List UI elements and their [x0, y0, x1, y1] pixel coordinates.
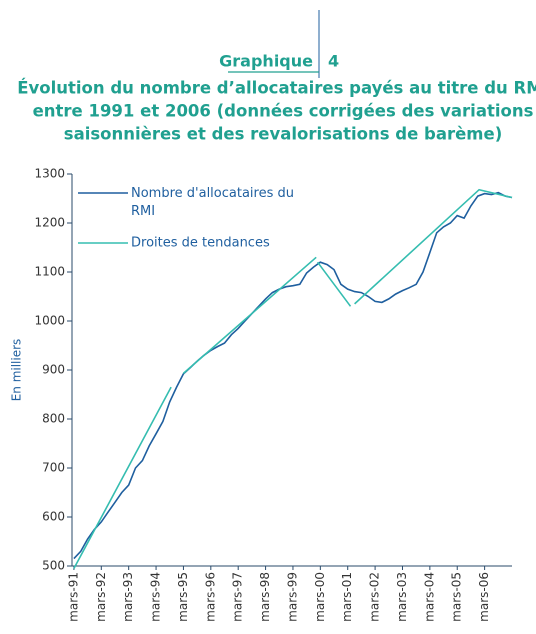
legend-label: Nombre d'allocataires du RMI [131, 186, 294, 219]
data-line [73, 191, 513, 560]
y-tick-label: 900 [42, 363, 65, 377]
x-tick-label: mars-95 [176, 572, 190, 622]
y-tick-label: 800 [42, 412, 65, 426]
header-number: 4 [328, 52, 339, 71]
y-axis-label: En milliers [10, 339, 24, 402]
x-tick-label: mars-91 [66, 572, 80, 622]
x-tick-label: mars-94 [149, 572, 163, 622]
x-tick-label: mars-98 [258, 572, 272, 622]
x-tick-label: mars-92 [94, 572, 108, 622]
chart-title: Évolution du nombre d’allocataires payés… [17, 79, 536, 98]
title-block: Évolution du nombre d’allocataires payés… [17, 79, 536, 144]
x-tick-label: mars-93 [121, 572, 135, 622]
x-tick-label: mars-02 [368, 572, 382, 622]
x-tick-label: mars-96 [203, 572, 217, 622]
data-line [73, 188, 513, 569]
header-label: Graphique [219, 52, 313, 71]
y-tick-label: 700 [42, 461, 65, 475]
y-tick-label: 600 [42, 510, 65, 524]
y-tick-label: 1200 [34, 216, 65, 230]
chart-title: entre 1991 et 2006 (données corrigées de… [33, 102, 534, 121]
x-tick-label: mars-01 [340, 572, 354, 622]
x-tick-label: mars-03 [395, 572, 409, 622]
chart-title: saisonnières et des revalorisations de b… [64, 125, 502, 144]
x-tick-label: mars-06 [477, 572, 491, 622]
y-tick-label: 1000 [34, 314, 65, 328]
y-tick-label: 1300 [34, 167, 65, 181]
y-tick-label: 1100 [34, 265, 65, 279]
y-tick-label: 500 [42, 559, 65, 573]
x-tick-label: mars-05 [450, 572, 464, 622]
legend-label: Droites de tendances [131, 236, 270, 251]
x-tick-label: mars-97 [231, 572, 245, 622]
x-tick-label: mars-04 [422, 572, 436, 622]
x-tick-label: mars-99 [285, 572, 299, 622]
x-tick-label: mars-00 [313, 572, 327, 622]
